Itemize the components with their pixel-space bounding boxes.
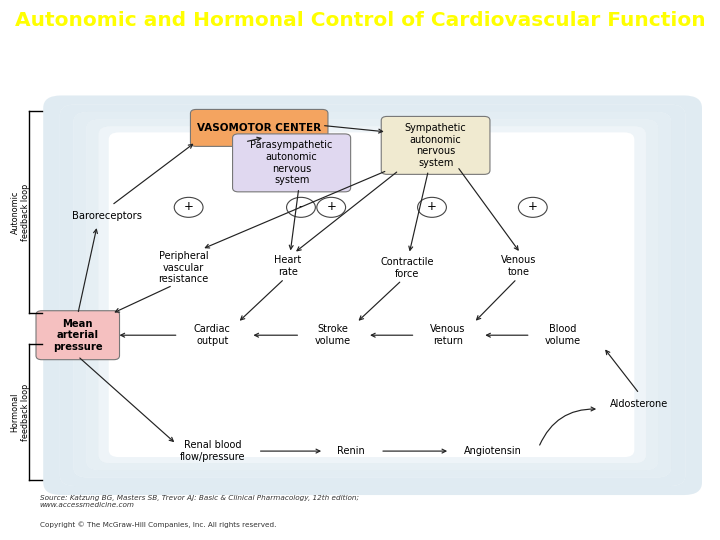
Text: Copyright © The McGraw-Hill Companies, Inc. All rights reserved.: Copyright © The McGraw-Hill Companies, I… — [40, 521, 276, 528]
Circle shape — [287, 197, 315, 217]
Text: Renin: Renin — [338, 446, 365, 456]
FancyBboxPatch shape — [382, 117, 490, 174]
Text: Renal blood
flow/pressure: Renal blood flow/pressure — [180, 440, 245, 462]
FancyBboxPatch shape — [36, 310, 120, 360]
FancyBboxPatch shape — [86, 119, 658, 470]
Text: Contractile
force: Contractile force — [380, 257, 433, 279]
Circle shape — [174, 197, 203, 217]
FancyBboxPatch shape — [99, 126, 646, 463]
FancyBboxPatch shape — [73, 112, 671, 477]
Circle shape — [518, 197, 547, 217]
FancyBboxPatch shape — [233, 134, 351, 192]
FancyBboxPatch shape — [190, 110, 328, 146]
Circle shape — [418, 197, 446, 217]
FancyBboxPatch shape — [86, 119, 658, 470]
Text: Autonomic and Hormonal Control of Cardiovascular Function: Autonomic and Hormonal Control of Cardio… — [14, 11, 706, 30]
Text: Venous
return: Venous return — [430, 325, 466, 346]
Text: Autonomic
feedback loop: Autonomic feedback loop — [11, 184, 30, 241]
Circle shape — [317, 197, 346, 217]
Text: Stroke
volume: Stroke volume — [315, 325, 351, 346]
Text: +: + — [427, 200, 437, 213]
Text: VASOMOTOR CENTER: VASOMOTOR CENTER — [197, 123, 321, 133]
Text: Blood
volume: Blood volume — [545, 325, 581, 346]
Text: Mean
arterial
pressure: Mean arterial pressure — [53, 319, 102, 352]
FancyBboxPatch shape — [99, 126, 646, 463]
Text: Cardiac
output: Cardiac output — [194, 325, 231, 346]
FancyBboxPatch shape — [109, 132, 634, 457]
Text: +: + — [326, 200, 336, 213]
Text: Heart
rate: Heart rate — [274, 255, 302, 277]
Text: Angiotensin: Angiotensin — [464, 446, 522, 456]
Text: Hormonal
feedback loop: Hormonal feedback loop — [11, 383, 30, 441]
Text: +: + — [528, 200, 538, 213]
Text: +: + — [184, 200, 194, 213]
Text: Aldosterone: Aldosterone — [611, 399, 668, 409]
Text: Peripheral
vascular
resistance: Peripheral vascular resistance — [158, 251, 209, 285]
FancyBboxPatch shape — [60, 104, 685, 486]
Text: Source: Katzung BG, Masters SB, Trevor AJ: Basic & Clinical Pharmacology, 12th e: Source: Katzung BG, Masters SB, Trevor A… — [40, 495, 359, 508]
Text: -: - — [299, 200, 303, 213]
Text: Baroreceptors: Baroreceptors — [71, 211, 142, 221]
Text: Venous
tone: Venous tone — [500, 255, 536, 277]
FancyBboxPatch shape — [60, 104, 685, 486]
Text: Parasympathetic
autonomic
nervous
system: Parasympathetic autonomic nervous system — [251, 140, 333, 185]
Text: Sympathetic
autonomic
nervous
system: Sympathetic autonomic nervous system — [405, 123, 467, 168]
FancyBboxPatch shape — [43, 96, 702, 495]
FancyBboxPatch shape — [73, 112, 671, 477]
